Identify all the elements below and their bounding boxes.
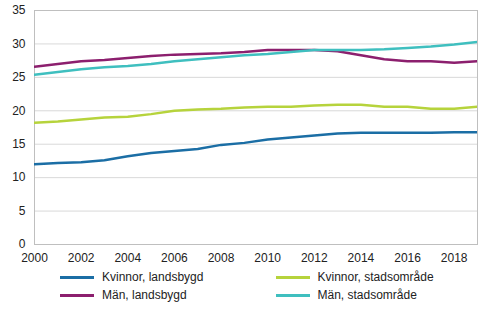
svg-text:15: 15 (12, 137, 26, 151)
svg-text:20: 20 (12, 104, 26, 118)
html-text:Män, landsbygd: Män, landsbygd (102, 288, 187, 302)
html-text:Kvinnor, landsbygd: Kvinnor, landsbygd (102, 270, 204, 284)
svg-text:35: 35 (12, 3, 26, 17)
svg-text:10: 10 (12, 170, 26, 184)
svg-text:2004: 2004 (114, 251, 141, 265)
svg-text:2010: 2010 (254, 251, 281, 265)
svg-text:2018: 2018 (441, 251, 468, 265)
svg-text:0: 0 (19, 237, 26, 251)
svg-text:30: 30 (12, 37, 26, 51)
svg-text:2016: 2016 (394, 251, 421, 265)
svg-text:2002: 2002 (68, 251, 95, 265)
svg-text:2014: 2014 (348, 251, 375, 265)
svg-text:2006: 2006 (161, 251, 188, 265)
html-text:Kvinnor, stadsområde: Kvinnor, stadsområde (317, 270, 434, 284)
svg-text:25: 25 (12, 70, 26, 84)
svg-text:2008: 2008 (208, 251, 235, 265)
svg-text:2000: 2000 (21, 251, 48, 265)
svg-text:2012: 2012 (301, 251, 328, 265)
svg-text:5: 5 (19, 204, 26, 218)
html-text:Män, stadsområde: Män, stadsområde (317, 288, 417, 302)
